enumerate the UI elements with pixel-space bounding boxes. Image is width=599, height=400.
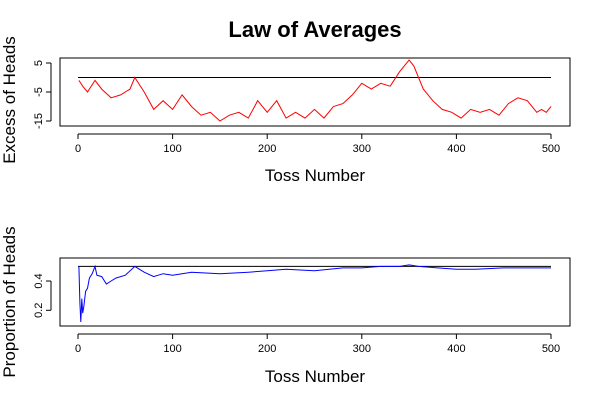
top-marks: 0 100 200 300 400 500 -15 -5 5 bbox=[33, 59, 560, 155]
bottom-series-line-0 bbox=[78, 264, 551, 323]
top-x-tick-label: 500 bbox=[542, 143, 560, 155]
bottom-ylabel: Proportion of Heads bbox=[0, 226, 19, 377]
top-y-tick-label: 5 bbox=[33, 60, 45, 66]
bottom-x-tick-label: 400 bbox=[447, 343, 465, 355]
top-y-tick-label: -15 bbox=[33, 113, 45, 129]
top-x-tick-label: 0 bbox=[75, 143, 81, 155]
top-x-tick-label: 400 bbox=[447, 143, 465, 155]
top-ylabel: Excess of Heads bbox=[0, 36, 19, 164]
top-plot-frame bbox=[59, 57, 571, 127]
bottom-x-tick-label: 0 bbox=[75, 343, 81, 355]
top-panel: 0 100 200 300 400 500 -15 -5 5 Toss Number Exces… bbox=[0, 36, 571, 185]
top-x-tick-label: 100 bbox=[163, 143, 181, 155]
top-y-tick-label: -5 bbox=[33, 87, 45, 97]
bottom-y-tick-label: 0.4 bbox=[33, 273, 45, 288]
bottom-x-tick-label: 300 bbox=[353, 343, 371, 355]
bottom-xlabel: Toss Number bbox=[265, 367, 365, 386]
chart-title: Law of Averages bbox=[228, 17, 401, 42]
bottom-x-tick-label: 100 bbox=[163, 343, 181, 355]
bottom-panel: 0 100 200 300 400 500 0.2 0.4 Toss Number Propo… bbox=[0, 226, 571, 386]
top-series-line-0 bbox=[78, 59, 552, 122]
bottom-x-tick-label: 500 bbox=[542, 343, 560, 355]
bottom-x-tick-label: 200 bbox=[258, 343, 276, 355]
bottom-y-tick-label: 0.2 bbox=[33, 303, 45, 318]
bottom-marks: 0 100 200 300 400 500 0.2 0.4 bbox=[33, 264, 560, 355]
top-xlabel: Toss Number bbox=[265, 166, 365, 185]
bottom-plot-frame bbox=[59, 257, 571, 327]
top-x-tick-label: 200 bbox=[258, 143, 276, 155]
top-x-tick-label: 300 bbox=[353, 143, 371, 155]
